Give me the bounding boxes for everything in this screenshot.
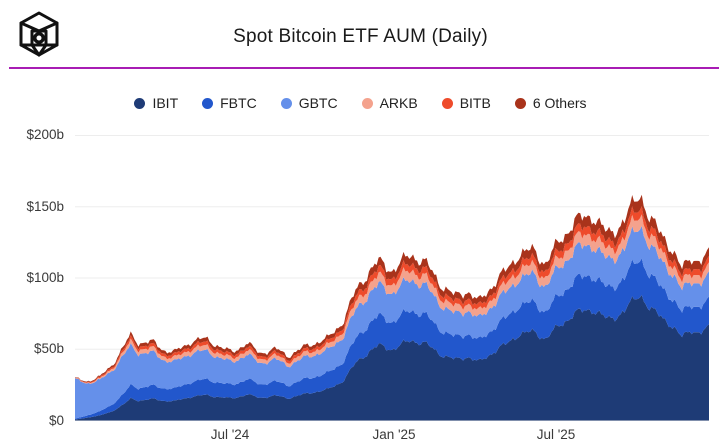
legend-label: 6 Others — [532, 95, 587, 111]
x-axis-tick-jan-25: Jan '25 — [372, 427, 416, 442]
legend-swatch-arkb-icon — [361, 97, 373, 109]
legend-swatch-gbtc-icon — [280, 97, 292, 109]
legend-swatch-ibit-icon — [134, 97, 146, 109]
x-axis-tick-jul-25: Jul '25 — [536, 427, 576, 442]
header-divider — [9, 67, 719, 69]
y-axis-tick-100b: $100b — [26, 270, 64, 285]
chart-legend: IBIT FBTC GBTC ARKB BITB 6 Others — [0, 95, 721, 111]
legend-swatch-fbtc-icon — [202, 97, 214, 109]
legend-label: FBTC — [220, 95, 257, 111]
header: Spot Bitcoin ETF AUM (Daily) — [0, 0, 721, 66]
legend-label: IBIT — [152, 95, 179, 111]
legend-label: BITB — [459, 95, 491, 111]
y-axis-tick-50b: $50b — [33, 341, 64, 356]
legend-item-ibit[interactable]: IBIT — [134, 95, 178, 111]
page-title: Spot Bitcoin ETF AUM (Daily) — [233, 26, 488, 47]
legend-item-arkb[interactable]: ARKB — [361, 95, 418, 111]
y-axis-tick-150b: $150b — [26, 199, 64, 214]
y-axis-tick-0: $0 — [48, 413, 64, 428]
legend-item-gbtc[interactable]: GBTC — [280, 95, 338, 111]
y-axis-tick-200b: $200b — [26, 127, 64, 142]
legend-label: ARKB — [379, 95, 418, 111]
legend-item-6-others[interactable]: 6 Others — [514, 95, 587, 111]
legend-swatch-bitb-icon — [441, 97, 453, 109]
blockworks-logo-icon[interactable] — [15, 10, 63, 58]
legend-swatch-6-others-icon — [514, 97, 526, 109]
legend-label: GBTC — [298, 95, 338, 111]
x-axis-tick-jul-24: Jul '24 — [210, 427, 250, 442]
legend-item-fbtc[interactable]: FBTC — [202, 95, 257, 111]
legend-item-bitb[interactable]: BITB — [441, 95, 491, 111]
